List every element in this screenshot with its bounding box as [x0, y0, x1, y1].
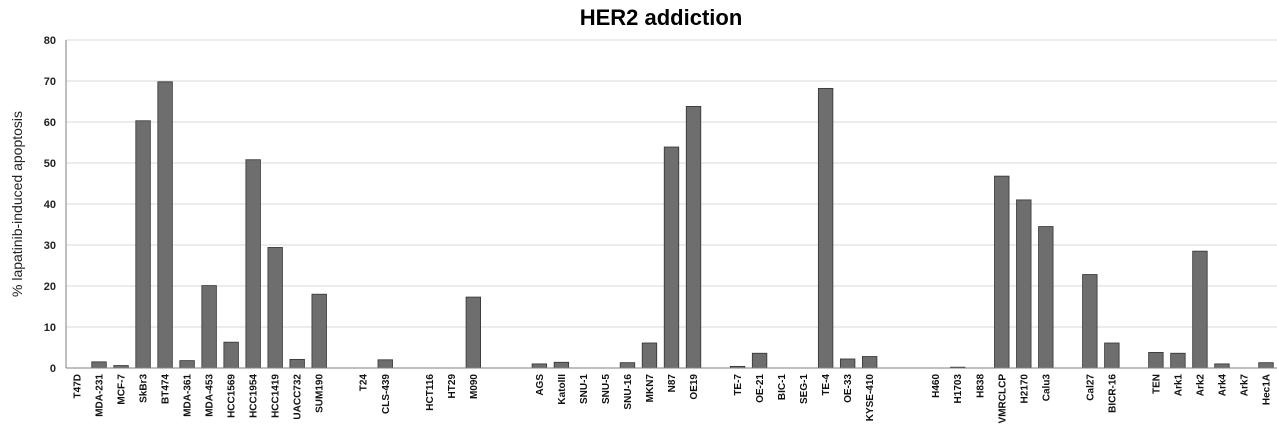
chart-title: HER2 addiction — [580, 5, 743, 30]
bar-m090 — [465, 296, 482, 369]
x-tick-label: HCC1954 — [249, 374, 260, 418]
x-tick-label: Ark7 — [1239, 374, 1250, 397]
bar-oe19 — [685, 106, 702, 369]
x-tick-label: N87 — [667, 374, 678, 393]
x-tick-label: H2170 — [1019, 374, 1030, 404]
x-tick-label: VMRCLCP — [997, 374, 1008, 424]
bar-kyse-410 — [861, 356, 878, 369]
bar-ark1 — [1170, 352, 1186, 369]
bar-ark2 — [1192, 250, 1208, 369]
x-tick-label: KYSE-410 — [865, 374, 876, 422]
y-tick-label: 60 — [44, 117, 56, 129]
x-tick-label: M090 — [469, 374, 480, 399]
bar-hec1a — [1258, 362, 1274, 369]
bar-oe-33 — [839, 358, 856, 369]
x-tick-label: HCC1419 — [271, 374, 282, 418]
x-tick-label: BIC-1 — [777, 374, 788, 401]
x-tick-label: BT474 — [161, 374, 172, 404]
y-tick-label: 70 — [44, 76, 56, 88]
x-tick-label: Hec1A — [1261, 374, 1272, 405]
bar-mda-361 — [179, 360, 195, 369]
y-tick-label: 40 — [44, 199, 56, 211]
x-tick-label: SEG-1 — [799, 374, 810, 404]
x-tick-label: KatoIII — [557, 374, 568, 405]
x-tick-label: CLS-439 — [381, 374, 392, 414]
x-tick-label: TE-4 — [821, 374, 832, 396]
bar-n87 — [663, 146, 680, 369]
x-tick-label: T47D — [73, 374, 84, 398]
bar-cal27 — [1082, 274, 1098, 369]
bar-hcc1419 — [267, 247, 283, 369]
bar-sum190 — [311, 293, 327, 369]
bar-katoiii — [553, 361, 570, 369]
bar-cls-439 — [377, 359, 393, 369]
x-tick-label: Cal27 — [1085, 374, 1096, 401]
x-tick-label: H838 — [975, 374, 986, 398]
x-tick-label: H1703 — [953, 374, 964, 404]
y-tick-label: 50 — [44, 158, 56, 170]
x-tick-label: AGS — [535, 374, 546, 396]
x-tick-label: OE-21 — [755, 374, 766, 403]
x-tick-label: MDA-231 — [95, 374, 106, 417]
bar-ags — [531, 363, 548, 369]
x-axis-ticks: T47D MDA-231 MCF-7 SkBr3 BT474 MDA-361 MDA-453… — [73, 374, 1273, 424]
bar-hcc1954 — [245, 159, 261, 369]
y-tick-label: 30 — [44, 240, 56, 252]
bar-mda-453 — [201, 285, 217, 369]
x-tick-label: OE19 — [689, 374, 700, 400]
x-tick-label: SNU-5 — [601, 374, 612, 404]
bar-ark4 — [1214, 363, 1230, 369]
y-axis-ticks: 0 10 20 30 40 50 60 70 80 — [44, 35, 56, 375]
x-tick-label: TE-7 — [733, 374, 744, 396]
y-axis-label: % lapatinib-induced apoptosis — [9, 111, 25, 297]
x-tick-label: MKN7 — [645, 374, 656, 403]
bar-bt474 — [157, 81, 173, 369]
x-tick-label: MDA-361 — [183, 374, 194, 417]
x-tick-label: Calu3 — [1041, 374, 1052, 402]
x-tick-label: BICR-16 — [1107, 374, 1118, 413]
x-tick-label: HCT116 — [425, 374, 436, 411]
x-tick-label: T24 — [359, 374, 370, 392]
bar-h2170 — [1016, 199, 1032, 369]
bar-uacc732 — [289, 358, 305, 369]
y-tick-label: 20 — [44, 281, 56, 293]
bar-vmrclcp — [994, 175, 1010, 369]
x-tick-label: SUM190 — [315, 374, 326, 413]
bar-mkn7 — [641, 342, 658, 369]
x-tick-label: UACC732 — [293, 374, 304, 420]
x-tick-label: SNU-1 — [579, 374, 590, 404]
x-tick-label: Ark2 — [1195, 374, 1206, 397]
x-tick-label: HCC1569 — [227, 374, 238, 418]
x-tick-label: MDA-453 — [205, 374, 216, 417]
bar-bicr-16 — [1104, 342, 1120, 369]
x-tick-label: TEN — [1151, 374, 1162, 394]
y-tick-label: 10 — [44, 322, 56, 334]
bar-mda-231 — [91, 361, 107, 369]
bar-hcc1569 — [223, 341, 239, 369]
x-tick-label: Ark1 — [1173, 374, 1184, 397]
bar-oe-21 — [751, 352, 768, 369]
x-tick-label: HT29 — [447, 374, 458, 399]
x-tick-label: SkBr3 — [139, 374, 150, 403]
x-tick-label: MCF-7 — [117, 374, 128, 405]
x-tick-label: Ark4 — [1217, 374, 1228, 397]
bar-snu-16 — [619, 362, 636, 369]
x-tick-label: H460 — [931, 374, 942, 398]
x-tick-label: OE-33 — [843, 374, 854, 403]
bars — [91, 81, 1274, 369]
bar-skbr3 — [135, 120, 151, 369]
x-tick-label: SNU-16 — [623, 374, 634, 410]
bar-calu3 — [1038, 226, 1054, 369]
y-tick-label: 80 — [44, 35, 56, 47]
bar-te-4 — [817, 87, 834, 369]
y-tick-label: 0 — [50, 363, 56, 375]
bar-ten — [1148, 352, 1164, 369]
